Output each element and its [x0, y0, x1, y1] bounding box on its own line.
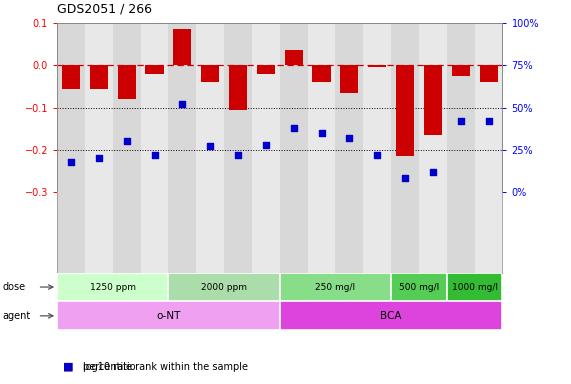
Bar: [391, 273, 447, 301]
Point: [317, 130, 326, 136]
Point: [150, 152, 159, 158]
Bar: [419, 23, 447, 192]
Text: ■: ■: [63, 362, 73, 372]
Bar: [280, 23, 308, 192]
Bar: [224, 23, 252, 192]
Point: [94, 155, 103, 161]
Point: [178, 101, 187, 107]
Bar: [224, 192, 252, 273]
Bar: [112, 23, 140, 192]
Bar: [229, 65, 247, 110]
Bar: [396, 65, 414, 156]
Bar: [62, 65, 80, 89]
Bar: [447, 192, 475, 273]
Bar: [140, 192, 168, 273]
Bar: [475, 23, 502, 192]
Text: ■: ■: [63, 362, 73, 372]
Bar: [280, 301, 502, 330]
Bar: [280, 273, 391, 301]
Bar: [57, 192, 85, 273]
Text: 250 mg/l: 250 mg/l: [315, 283, 356, 291]
Bar: [57, 301, 280, 330]
Bar: [201, 65, 219, 82]
Bar: [363, 192, 391, 273]
Bar: [363, 23, 391, 192]
Point: [345, 135, 354, 141]
Text: 1000 mg/l: 1000 mg/l: [452, 283, 498, 291]
Bar: [168, 192, 196, 273]
Bar: [391, 23, 419, 192]
Text: BCA: BCA: [380, 311, 402, 321]
Bar: [335, 23, 363, 192]
Bar: [85, 192, 113, 273]
Bar: [447, 23, 475, 192]
Bar: [112, 192, 140, 273]
Bar: [57, 23, 85, 192]
Point: [206, 143, 215, 149]
Bar: [308, 192, 336, 273]
Bar: [257, 65, 275, 74]
Bar: [424, 65, 442, 135]
Bar: [85, 23, 113, 192]
Bar: [168, 273, 280, 301]
Bar: [90, 65, 108, 89]
Bar: [391, 192, 419, 273]
Bar: [146, 65, 163, 74]
Bar: [174, 30, 191, 65]
Bar: [312, 65, 331, 82]
Bar: [196, 23, 224, 192]
Point: [484, 118, 493, 124]
Bar: [447, 273, 502, 301]
Bar: [252, 23, 280, 192]
Point: [428, 169, 437, 175]
Bar: [252, 192, 280, 273]
Point: [262, 142, 271, 148]
Bar: [340, 65, 359, 93]
Bar: [335, 192, 363, 273]
Bar: [196, 192, 224, 273]
Bar: [168, 23, 196, 192]
Text: agent: agent: [3, 311, 31, 321]
Point: [289, 125, 298, 131]
Bar: [308, 23, 336, 192]
Text: dose: dose: [3, 282, 26, 292]
Bar: [285, 51, 303, 65]
Bar: [57, 273, 168, 301]
Point: [400, 175, 409, 182]
Text: percentile rank within the sample: percentile rank within the sample: [83, 362, 248, 372]
Bar: [140, 23, 168, 192]
Bar: [118, 65, 136, 99]
Bar: [475, 192, 502, 273]
Bar: [480, 65, 497, 82]
Bar: [280, 192, 308, 273]
Text: 2000 ppm: 2000 ppm: [201, 283, 247, 291]
Text: o-NT: o-NT: [156, 311, 180, 321]
Point: [234, 152, 243, 158]
Point: [373, 152, 382, 158]
Text: log10 ratio: log10 ratio: [83, 362, 135, 372]
Bar: [419, 192, 447, 273]
Bar: [452, 65, 470, 76]
Point: [66, 159, 75, 165]
Bar: [368, 65, 386, 68]
Point: [456, 118, 465, 124]
Point: [122, 138, 131, 144]
Text: GDS2051 / 266: GDS2051 / 266: [57, 2, 152, 15]
Text: 500 mg/l: 500 mg/l: [399, 283, 439, 291]
Text: 1250 ppm: 1250 ppm: [90, 283, 136, 291]
